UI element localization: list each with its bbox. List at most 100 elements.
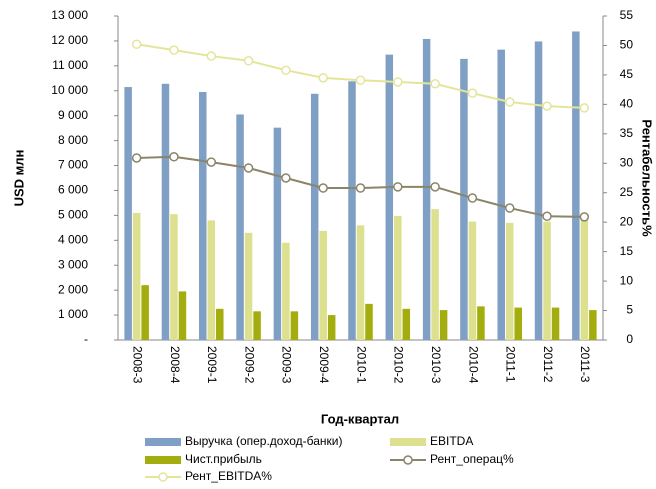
bar (497, 49, 505, 341)
marker (243, 56, 254, 66)
bar (161, 83, 170, 340)
bar (534, 41, 543, 340)
marker (430, 182, 440, 192)
marker (393, 77, 403, 87)
marker (467, 88, 478, 98)
y2-tick-label: 30 (620, 155, 634, 169)
y2-tick-label: 50 (620, 38, 634, 52)
x-tick-label: 2009-3 (280, 346, 294, 384)
bar (572, 31, 580, 341)
bar (431, 209, 439, 340)
legend-label: Рент_EBITDA% (185, 469, 272, 483)
bar (356, 225, 365, 340)
bar (132, 212, 141, 340)
bar (580, 219, 589, 340)
bar (141, 285, 149, 340)
y-tick-label: 6 000 (58, 183, 88, 197)
bar (365, 303, 373, 340)
y2-tick-label: 40 (620, 97, 634, 111)
y-tick-label: 3 000 (58, 257, 88, 271)
marker (542, 101, 552, 111)
marker (579, 103, 590, 113)
y2-tick-label: 15 (620, 244, 634, 258)
x-tick-label: 2010-4 (466, 346, 480, 384)
y-tick-label: 8 000 (58, 133, 88, 147)
marker (131, 153, 142, 163)
marker (281, 173, 291, 183)
legend-label: Выручка (опер.доход-банки) (185, 434, 342, 448)
bar (199, 92, 207, 340)
legend-label: EBITDA (430, 434, 473, 448)
marker (542, 211, 552, 222)
y-tick-label: 11 000 (52, 58, 88, 72)
marker (504, 97, 515, 107)
x-tick-label: 2011-3 (578, 346, 592, 383)
y-tick-label: 9 000 (58, 108, 88, 122)
y-tick-label: 1 000 (58, 307, 88, 321)
y-tick-label: 7 000 (58, 158, 88, 172)
x-axis-title: Год-квартал (321, 411, 399, 426)
bar (236, 114, 244, 340)
bar (477, 306, 485, 340)
marker (318, 183, 328, 193)
bar (394, 215, 402, 340)
x-tick-label: 2010-2 (392, 346, 406, 384)
y-tick-label: 12 000 (51, 33, 88, 47)
marker (504, 203, 515, 213)
y-tick-label: 4 000 (58, 232, 88, 246)
marker (131, 39, 142, 50)
marker (169, 152, 179, 162)
y-tick-label: 5 000 (58, 208, 88, 222)
marker (281, 65, 291, 75)
bar (505, 222, 514, 340)
marker (206, 51, 217, 61)
bar (273, 127, 282, 340)
x-tick-label: 2010-3 (429, 346, 443, 384)
legend-swatch (145, 438, 181, 446)
x-tick-label: 2009-1 (205, 346, 219, 384)
bar (385, 54, 394, 340)
y-tick-label: 10 000 (51, 83, 88, 97)
legend-marker (403, 455, 413, 465)
y2-tick-label: 5 (626, 303, 633, 317)
x-tick-label: 2008-4 (168, 346, 182, 384)
bar (589, 310, 597, 340)
marker (430, 78, 440, 89)
y2-tick-label: 20 (620, 214, 634, 228)
bar (178, 291, 187, 340)
y2-tick-label: 10 (620, 273, 634, 287)
marker (579, 212, 590, 222)
bar (253, 311, 261, 340)
y2-axis-title: Рентабельность% (640, 119, 655, 237)
marker (355, 183, 366, 193)
x-tick-label: 2009-4 (317, 346, 331, 384)
marker (393, 182, 403, 192)
marker (355, 75, 366, 85)
y-tick-label: 13 000 (51, 8, 88, 22)
bar (207, 220, 216, 340)
marker (206, 157, 217, 167)
bar (244, 232, 253, 340)
legend-marker (158, 472, 168, 482)
y2-tick-label: 45 (620, 67, 634, 81)
legend-swatch (390, 438, 426, 446)
legend-label: Чист.прибыль (185, 452, 262, 466)
y-tick-label: 2 000 (58, 282, 88, 296)
marker (318, 73, 328, 83)
y2-tick-label: 25 (620, 185, 634, 199)
bar (402, 308, 411, 340)
bar (348, 81, 356, 340)
x-tick-label: 2011-1 (504, 346, 518, 383)
legend-swatch (145, 456, 181, 464)
bar (543, 221, 551, 340)
y2-tick-label: 35 (620, 126, 634, 140)
legend-label: Рент_операц% (430, 452, 514, 466)
x-tick-label: 2011-2 (541, 346, 555, 383)
bar (124, 87, 132, 341)
bar (290, 311, 299, 340)
x-tick-label: 2008-3 (130, 346, 144, 384)
bar (514, 307, 522, 340)
bar (551, 307, 560, 340)
y-tick-label: - (84, 332, 88, 346)
bar (460, 58, 468, 341)
